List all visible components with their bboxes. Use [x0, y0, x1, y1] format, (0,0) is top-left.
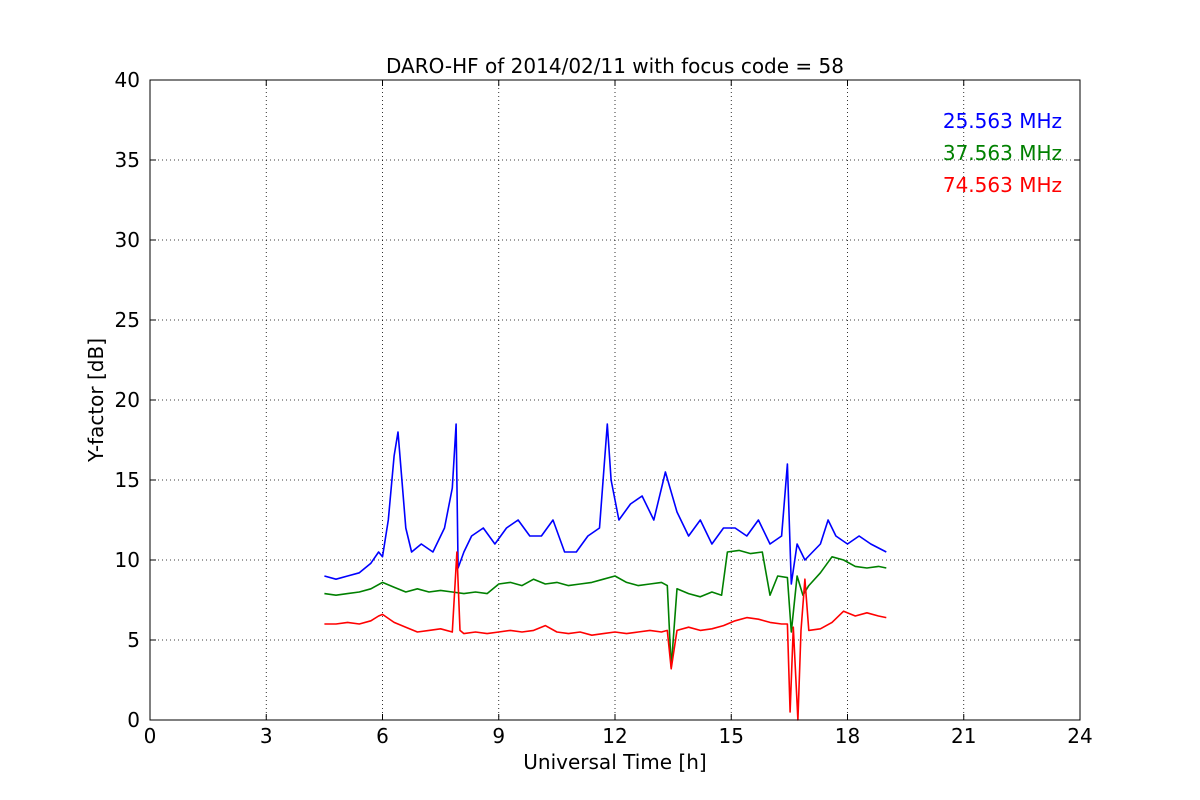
- series-line-3: [324, 551, 887, 721]
- y-tick-label: 40: [115, 68, 140, 92]
- y-tick-label: 5: [127, 628, 140, 652]
- x-tick-label: 21: [951, 724, 976, 748]
- x-tick-label: 3: [260, 724, 273, 748]
- y-tick-label: 10: [115, 548, 140, 572]
- legend-entry-3: 74.563 MHz: [943, 173, 1062, 197]
- series-layer: [324, 423, 887, 721]
- x-tick-label: 12: [602, 724, 627, 748]
- legend: 25.563 MHz 37.563 MHz 74.563 MHz: [943, 109, 1062, 197]
- y-tick-label: 20: [115, 388, 140, 412]
- grid-lines: [150, 80, 1080, 720]
- axis-ticks: [149, 79, 1081, 721]
- y-tick-label: 25: [115, 308, 140, 332]
- y-tick-label: 15: [115, 468, 140, 492]
- x-tick-label: 18: [835, 724, 860, 748]
- chart-title: DARO-HF of 2014/02/11 with focus code = …: [386, 54, 844, 78]
- legend-entry-1: 25.563 MHz: [943, 109, 1062, 133]
- y-tick-labels: 0 5 10 15 20 25 30 35 40: [115, 68, 140, 732]
- x-tick-labels: 0 3 6 9 12 15 18 21 24: [144, 724, 1093, 748]
- x-tick-label: 24: [1067, 724, 1092, 748]
- y-tick-label: 35: [115, 148, 140, 172]
- legend-entry-2: 37.563 MHz: [943, 141, 1062, 165]
- y-tick-label: 0: [127, 708, 140, 732]
- x-tick-label: 0: [144, 724, 157, 748]
- series-line-2: [324, 549, 887, 669]
- y-tick-label: 30: [115, 228, 140, 252]
- x-axis-label: Universal Time [h]: [523, 750, 706, 774]
- y-axis-label: Y-factor [dB]: [84, 338, 108, 463]
- series-line-1: [324, 423, 887, 585]
- x-tick-label: 15: [719, 724, 744, 748]
- x-tick-label: 9: [492, 724, 505, 748]
- x-tick-label: 6: [376, 724, 389, 748]
